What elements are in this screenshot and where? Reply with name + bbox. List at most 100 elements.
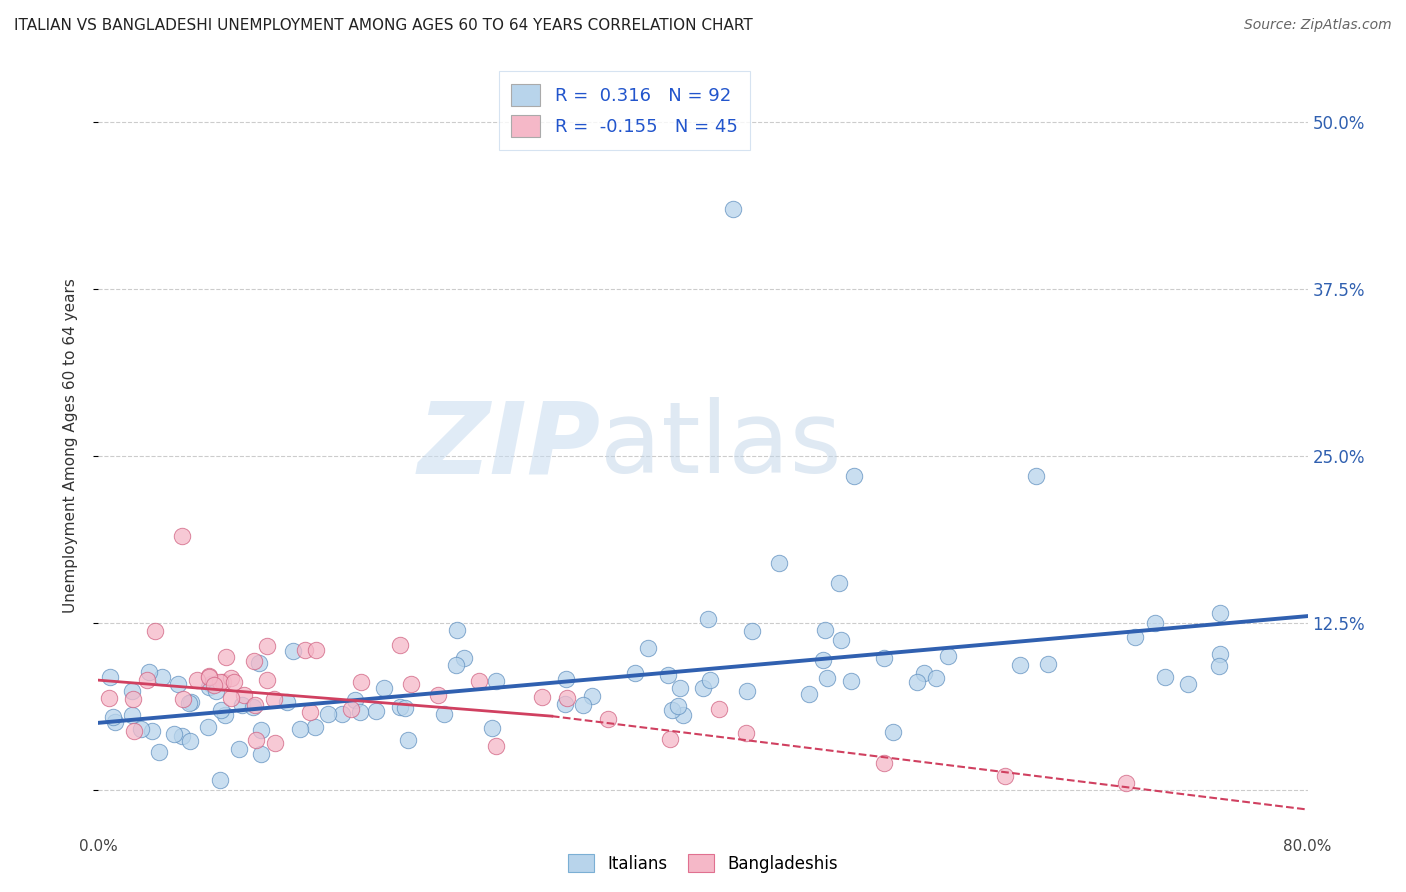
Point	[844, 469, 866, 483]
Point	[1209, 606, 1232, 620]
Point	[1208, 659, 1230, 673]
Point	[340, 702, 363, 716]
Point	[281, 644, 304, 658]
Point	[263, 691, 285, 706]
Point	[873, 756, 896, 770]
Point	[276, 695, 298, 709]
Point	[150, 670, 173, 684]
Point	[97, 690, 120, 705]
Point	[554, 697, 576, 711]
Point	[243, 698, 266, 712]
Point	[481, 721, 503, 735]
Point	[1125, 630, 1147, 644]
Point	[936, 648, 959, 663]
Point	[555, 690, 578, 705]
Point	[1024, 469, 1046, 483]
Point	[1008, 658, 1031, 673]
Point	[122, 724, 145, 739]
Point	[692, 681, 714, 695]
Point	[138, 665, 160, 679]
Point	[668, 681, 690, 695]
Point	[624, 666, 647, 681]
Point	[661, 703, 683, 717]
Point	[247, 656, 270, 670]
Point	[163, 727, 186, 741]
Legend: Italians, Bangladeshis: Italians, Bangladeshis	[561, 847, 845, 880]
Text: atlas: atlas	[600, 398, 842, 494]
Point	[1144, 615, 1167, 630]
Point	[1153, 670, 1175, 684]
Point	[121, 684, 143, 698]
Point	[637, 641, 659, 656]
Point	[179, 733, 201, 747]
Point	[433, 706, 456, 721]
Point	[350, 675, 373, 690]
Point	[1115, 776, 1137, 790]
Point	[531, 690, 554, 705]
Point	[364, 704, 387, 718]
Point	[215, 649, 238, 664]
Point	[373, 681, 395, 695]
Point	[198, 670, 221, 684]
Point	[671, 707, 693, 722]
Point	[396, 733, 419, 747]
Point	[912, 666, 935, 681]
Point	[485, 739, 508, 753]
Point	[198, 669, 221, 683]
Point	[214, 708, 236, 723]
Point	[167, 676, 190, 690]
Point	[298, 705, 321, 719]
Point	[101, 709, 124, 723]
Point	[305, 643, 328, 657]
Point	[349, 705, 371, 719]
Text: Source: ZipAtlas.com: Source: ZipAtlas.com	[1244, 18, 1392, 32]
Point	[813, 653, 835, 667]
Point	[581, 689, 603, 703]
Point	[104, 714, 127, 729]
Point	[735, 684, 758, 698]
Point	[129, 723, 152, 737]
Point	[121, 692, 143, 706]
Y-axis label: Unemployment Among Ages 60 to 64 years: Unemployment Among Ages 60 to 64 years	[63, 278, 77, 614]
Point	[170, 529, 193, 543]
Point	[841, 674, 863, 689]
Point	[332, 707, 354, 722]
Point	[399, 677, 422, 691]
Point	[136, 673, 159, 687]
Point	[882, 725, 904, 739]
Point	[141, 724, 163, 739]
Point	[905, 675, 928, 690]
Point	[343, 693, 366, 707]
Point	[814, 624, 837, 638]
Point	[815, 672, 838, 686]
Point	[256, 673, 278, 687]
Point	[485, 674, 508, 689]
Point	[830, 633, 852, 648]
Point	[828, 575, 851, 590]
Point	[121, 707, 143, 722]
Point	[245, 733, 267, 747]
Point	[1177, 677, 1199, 691]
Point	[197, 720, 219, 734]
Point	[256, 639, 278, 653]
Point	[228, 742, 250, 756]
Point	[735, 725, 758, 739]
Point	[318, 706, 340, 721]
Point	[723, 202, 745, 217]
Point	[205, 684, 228, 698]
Point	[219, 671, 242, 685]
Text: ITALIAN VS BANGLADESHI UNEMPLOYMENT AMONG AGES 60 TO 64 YEARS CORRELATION CHART: ITALIAN VS BANGLADESHI UNEMPLOYMENT AMON…	[14, 18, 752, 33]
Point	[555, 672, 578, 686]
Point	[1209, 648, 1232, 662]
Point	[446, 623, 468, 637]
Point	[211, 674, 233, 689]
Text: ZIP: ZIP	[418, 398, 600, 494]
Point	[699, 673, 721, 687]
Point	[666, 698, 689, 713]
Point	[596, 712, 619, 726]
Point	[180, 695, 202, 709]
Point	[571, 698, 593, 712]
Point	[231, 698, 253, 713]
Point	[209, 674, 232, 689]
Point	[925, 671, 948, 685]
